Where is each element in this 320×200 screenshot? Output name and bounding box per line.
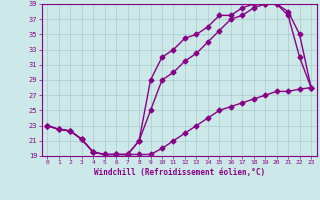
X-axis label: Windchill (Refroidissement éolien,°C): Windchill (Refroidissement éolien,°C) bbox=[94, 168, 265, 177]
